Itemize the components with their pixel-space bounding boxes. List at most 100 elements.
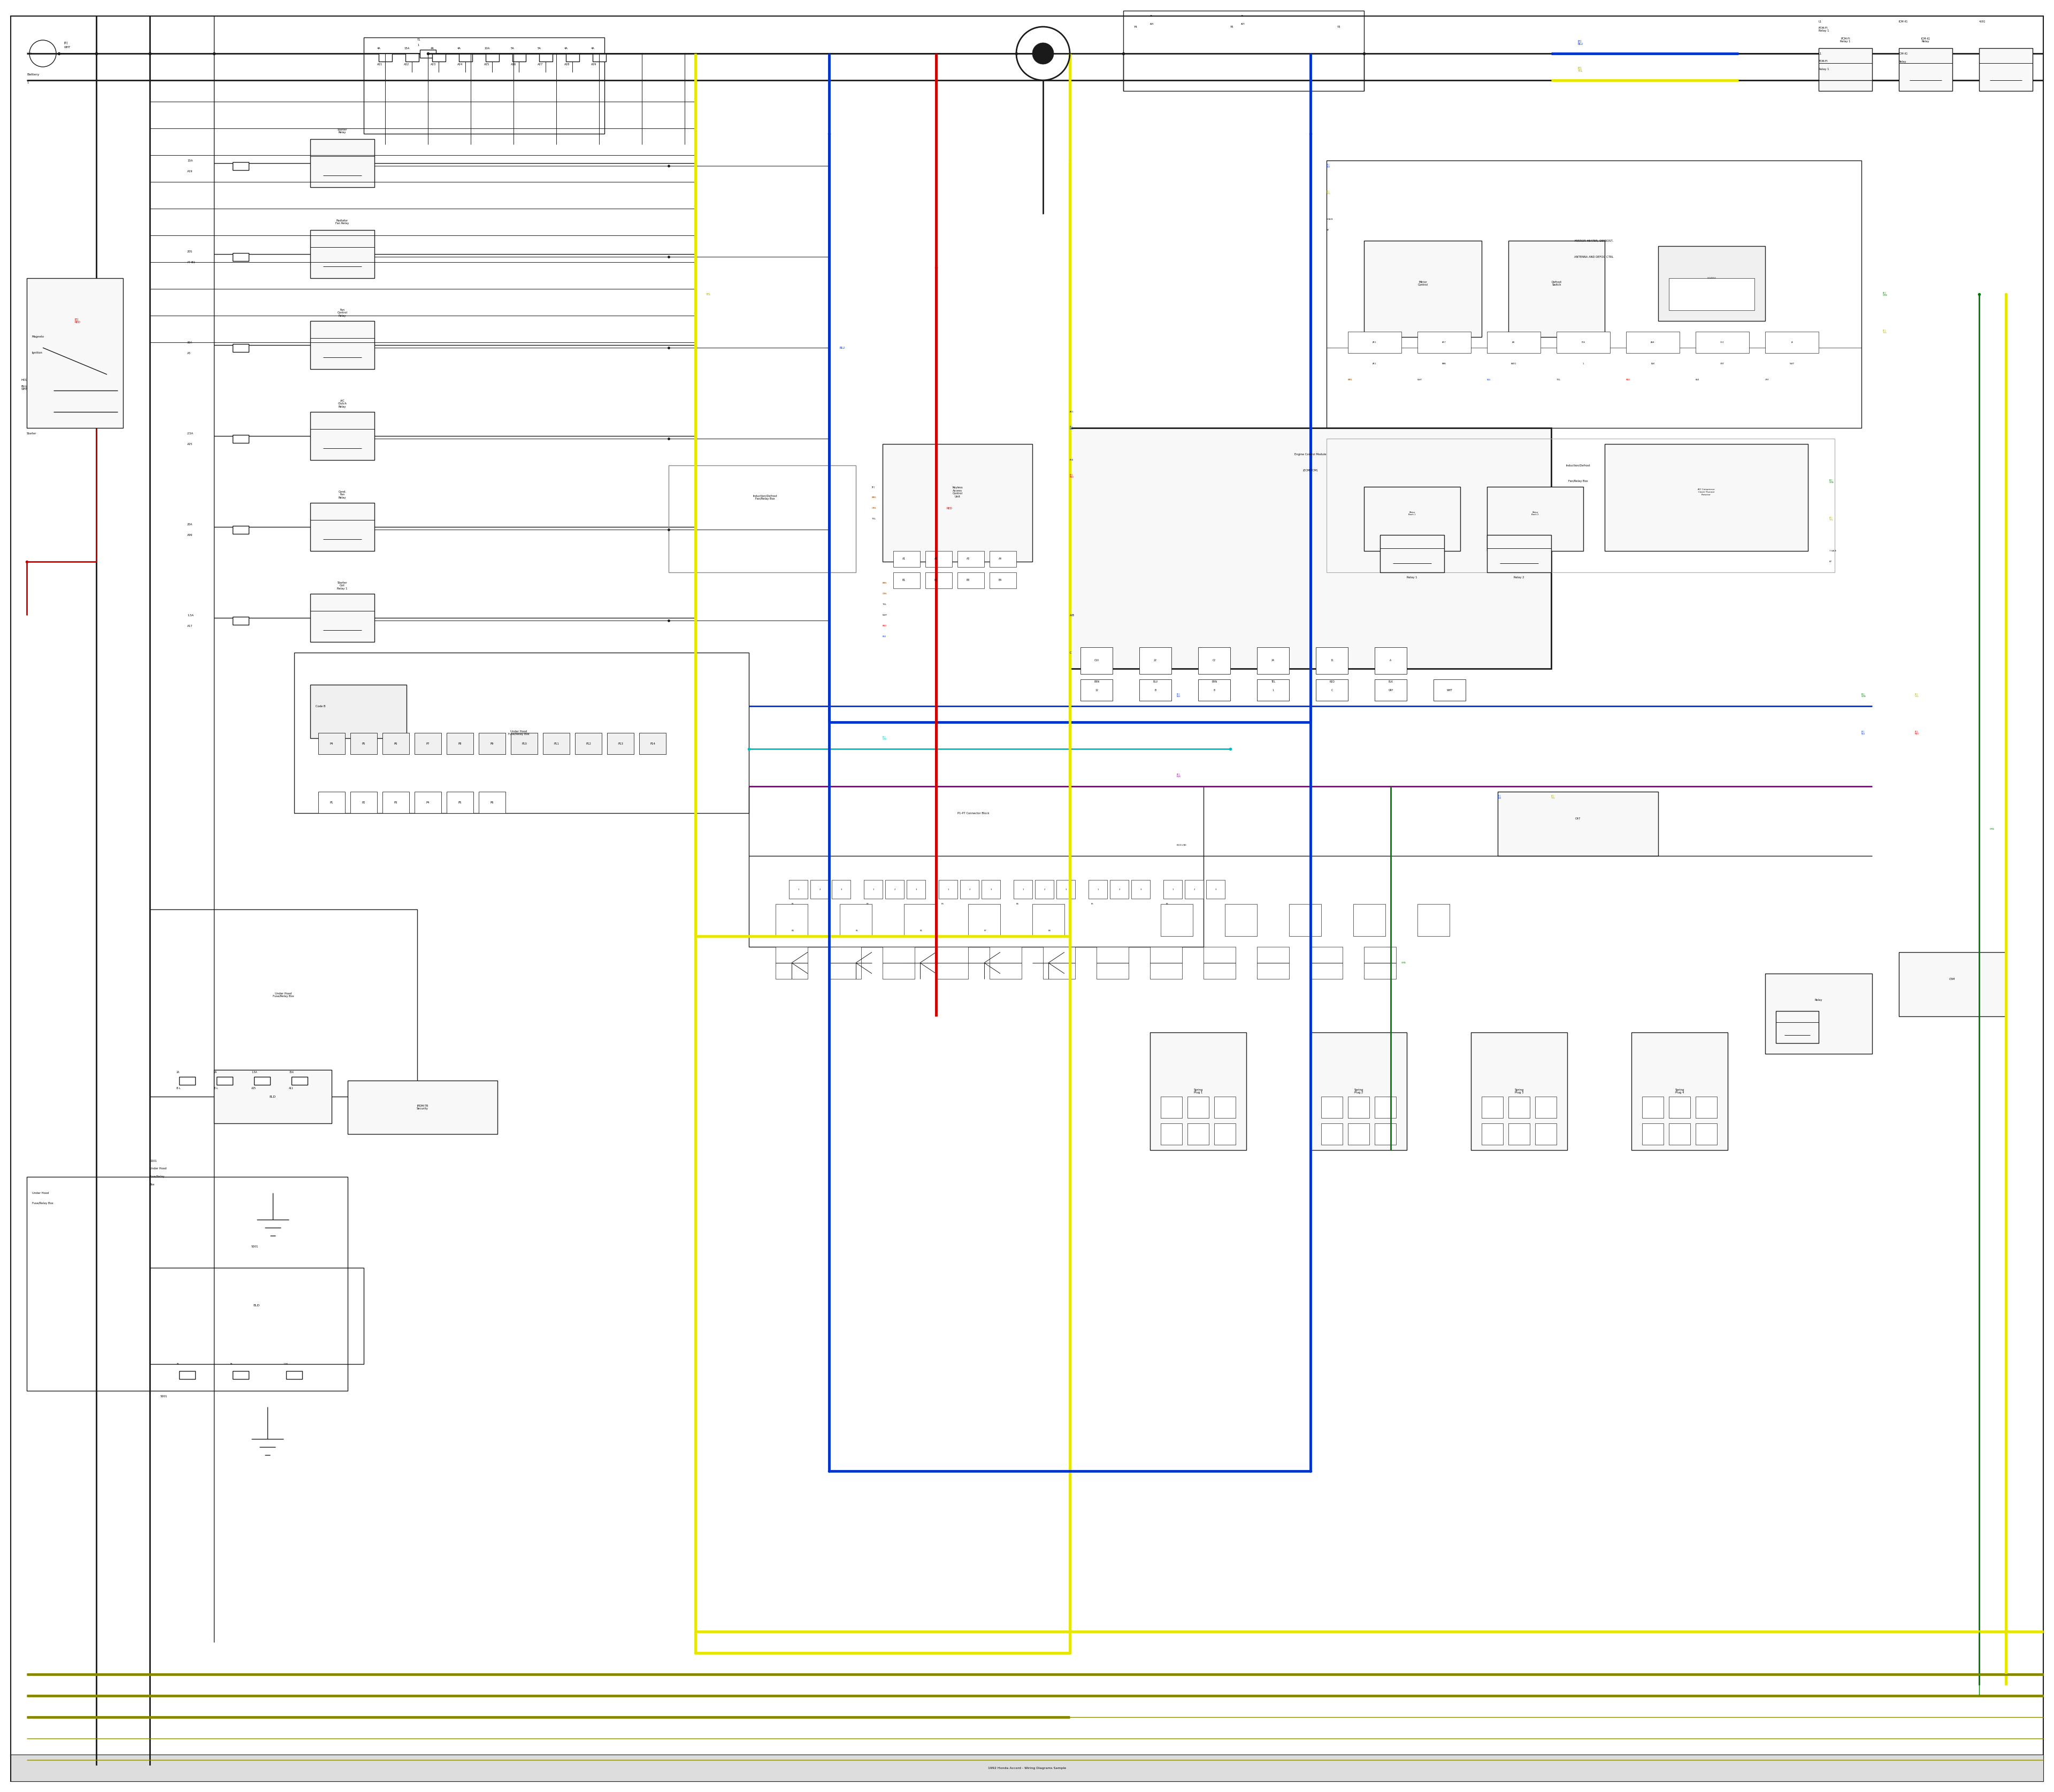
Bar (1056, 880, 1074, 898)
Bar (776, 946, 807, 978)
Text: P6: P6 (1167, 903, 1169, 905)
Bar (1124, 11, 1364, 91)
Bar (1697, 1124, 1717, 1145)
Text: Radiator
Fan Relay: Radiator Fan Relay (335, 219, 349, 224)
Text: TEL: TEL (883, 604, 887, 606)
Text: 2A: 2A (214, 1072, 218, 1073)
Text: 30A: 30A (187, 340, 193, 344)
Bar (1434, 679, 1467, 701)
Bar (1764, 332, 1818, 353)
Text: P8: P8 (458, 742, 462, 745)
Bar (832, 880, 850, 898)
Bar (1898, 48, 1953, 91)
Bar (286, 1371, 302, 1378)
Text: ELD: ELD (269, 1095, 275, 1098)
Text: GRY: GRY (1764, 378, 1768, 382)
Bar (789, 880, 807, 898)
Text: 1.5A: 1.5A (251, 1072, 257, 1073)
Text: [E]: [E] (871, 486, 875, 487)
Bar (1150, 1032, 1247, 1150)
Text: RED: RED (1329, 681, 1335, 683)
Text: A24: A24 (1651, 340, 1656, 344)
Bar (1354, 903, 1384, 935)
Bar (957, 572, 984, 588)
Bar (1347, 1124, 1370, 1145)
Bar (1163, 880, 1183, 898)
Text: A3: A3 (187, 351, 191, 355)
Text: 5A: 5A (538, 47, 542, 50)
Bar (179, 1371, 195, 1378)
Bar (1257, 679, 1290, 701)
Text: A24: A24 (458, 63, 462, 66)
Text: Mirror
Control: Mirror Control (1417, 281, 1428, 287)
Text: A25: A25 (187, 443, 193, 446)
Text: P13: P13 (618, 742, 622, 745)
Text: B2: B2 (935, 579, 939, 582)
Text: 2A: 2A (177, 1364, 179, 1366)
Bar (1347, 1097, 1370, 1118)
Bar (1641, 1097, 1664, 1118)
Bar (1604, 444, 1808, 550)
Bar (1534, 1097, 1557, 1118)
Bar (990, 572, 1017, 588)
Bar (1364, 487, 1460, 550)
Text: 11: 11 (1331, 659, 1333, 661)
Text: ANTENNA AND DEFOG CTRL: ANTENNA AND DEFOG CTRL (1573, 256, 1614, 258)
Bar (310, 321, 374, 369)
Bar (893, 550, 920, 566)
Text: G001: G001 (150, 1159, 158, 1163)
Bar (1668, 278, 1754, 310)
Text: P7: P7 (425, 742, 429, 745)
Text: P4: P4 (791, 930, 795, 932)
Bar (232, 1371, 249, 1378)
Bar (840, 903, 871, 935)
Bar (1161, 1097, 1183, 1118)
Text: RED: RED (1627, 378, 1631, 382)
Text: BLU/
WHT: BLU/ WHT (21, 385, 29, 391)
Bar (1508, 1124, 1530, 1145)
Bar (1471, 1032, 1567, 1150)
Text: GRN: GRN (1401, 962, 1407, 964)
Bar (575, 733, 602, 754)
Text: P3: P3 (394, 801, 398, 805)
Bar (904, 903, 937, 935)
Bar (1374, 1097, 1397, 1118)
Bar (294, 652, 750, 814)
Text: WHT: WHT (883, 615, 887, 616)
Text: ICM-IG
Relay: ICM-IG Relay (1920, 38, 1931, 43)
Text: P6: P6 (394, 742, 398, 745)
Text: WHT: WHT (1789, 362, 1795, 366)
Bar (1224, 903, 1257, 935)
Bar (1631, 1032, 1727, 1150)
Text: A99: A99 (187, 534, 193, 536)
Text: CRN: CRN (883, 593, 887, 595)
Bar (255, 1077, 271, 1084)
Bar (214, 1070, 331, 1124)
Text: A27: A27 (538, 63, 542, 66)
Text: Cond.
Fan
Relay: Cond. Fan Relay (339, 491, 347, 500)
Text: A29: A29 (1241, 23, 1245, 25)
Text: 1.5A: 1.5A (283, 1364, 288, 1366)
Text: (+): (+) (27, 52, 31, 56)
Text: 1992 Honda Accord - Wiring Diagrams Sample: 1992 Honda Accord - Wiring Diagrams Samp… (988, 1767, 1066, 1769)
Bar (990, 550, 1017, 566)
Text: P5: P5 (458, 801, 462, 805)
Text: A4: A4 (1512, 340, 1516, 344)
Bar (1641, 1124, 1664, 1145)
Bar (378, 54, 392, 61)
Text: Induction/Defrost
Fan/Relay Box: Induction/Defrost Fan/Relay Box (752, 495, 776, 500)
Bar (990, 946, 1021, 978)
Text: [E]
BLU: [E] BLU (1070, 426, 1074, 430)
Text: Under Hood
Fuse/Relay Box: Under Hood Fuse/Relay Box (273, 993, 294, 998)
Bar (1697, 332, 1750, 353)
Text: 1.5A: 1.5A (187, 615, 193, 616)
Text: P5: P5 (362, 742, 366, 745)
Bar (232, 344, 249, 351)
Text: B4D1: B4D1 (1512, 362, 1516, 366)
Bar (1161, 903, 1193, 935)
Text: PCM-FI: PCM-FI (1818, 61, 1828, 63)
Bar (1310, 946, 1343, 978)
Bar (351, 792, 378, 814)
Text: C5M: C5M (1949, 978, 1955, 980)
Bar (639, 733, 665, 754)
